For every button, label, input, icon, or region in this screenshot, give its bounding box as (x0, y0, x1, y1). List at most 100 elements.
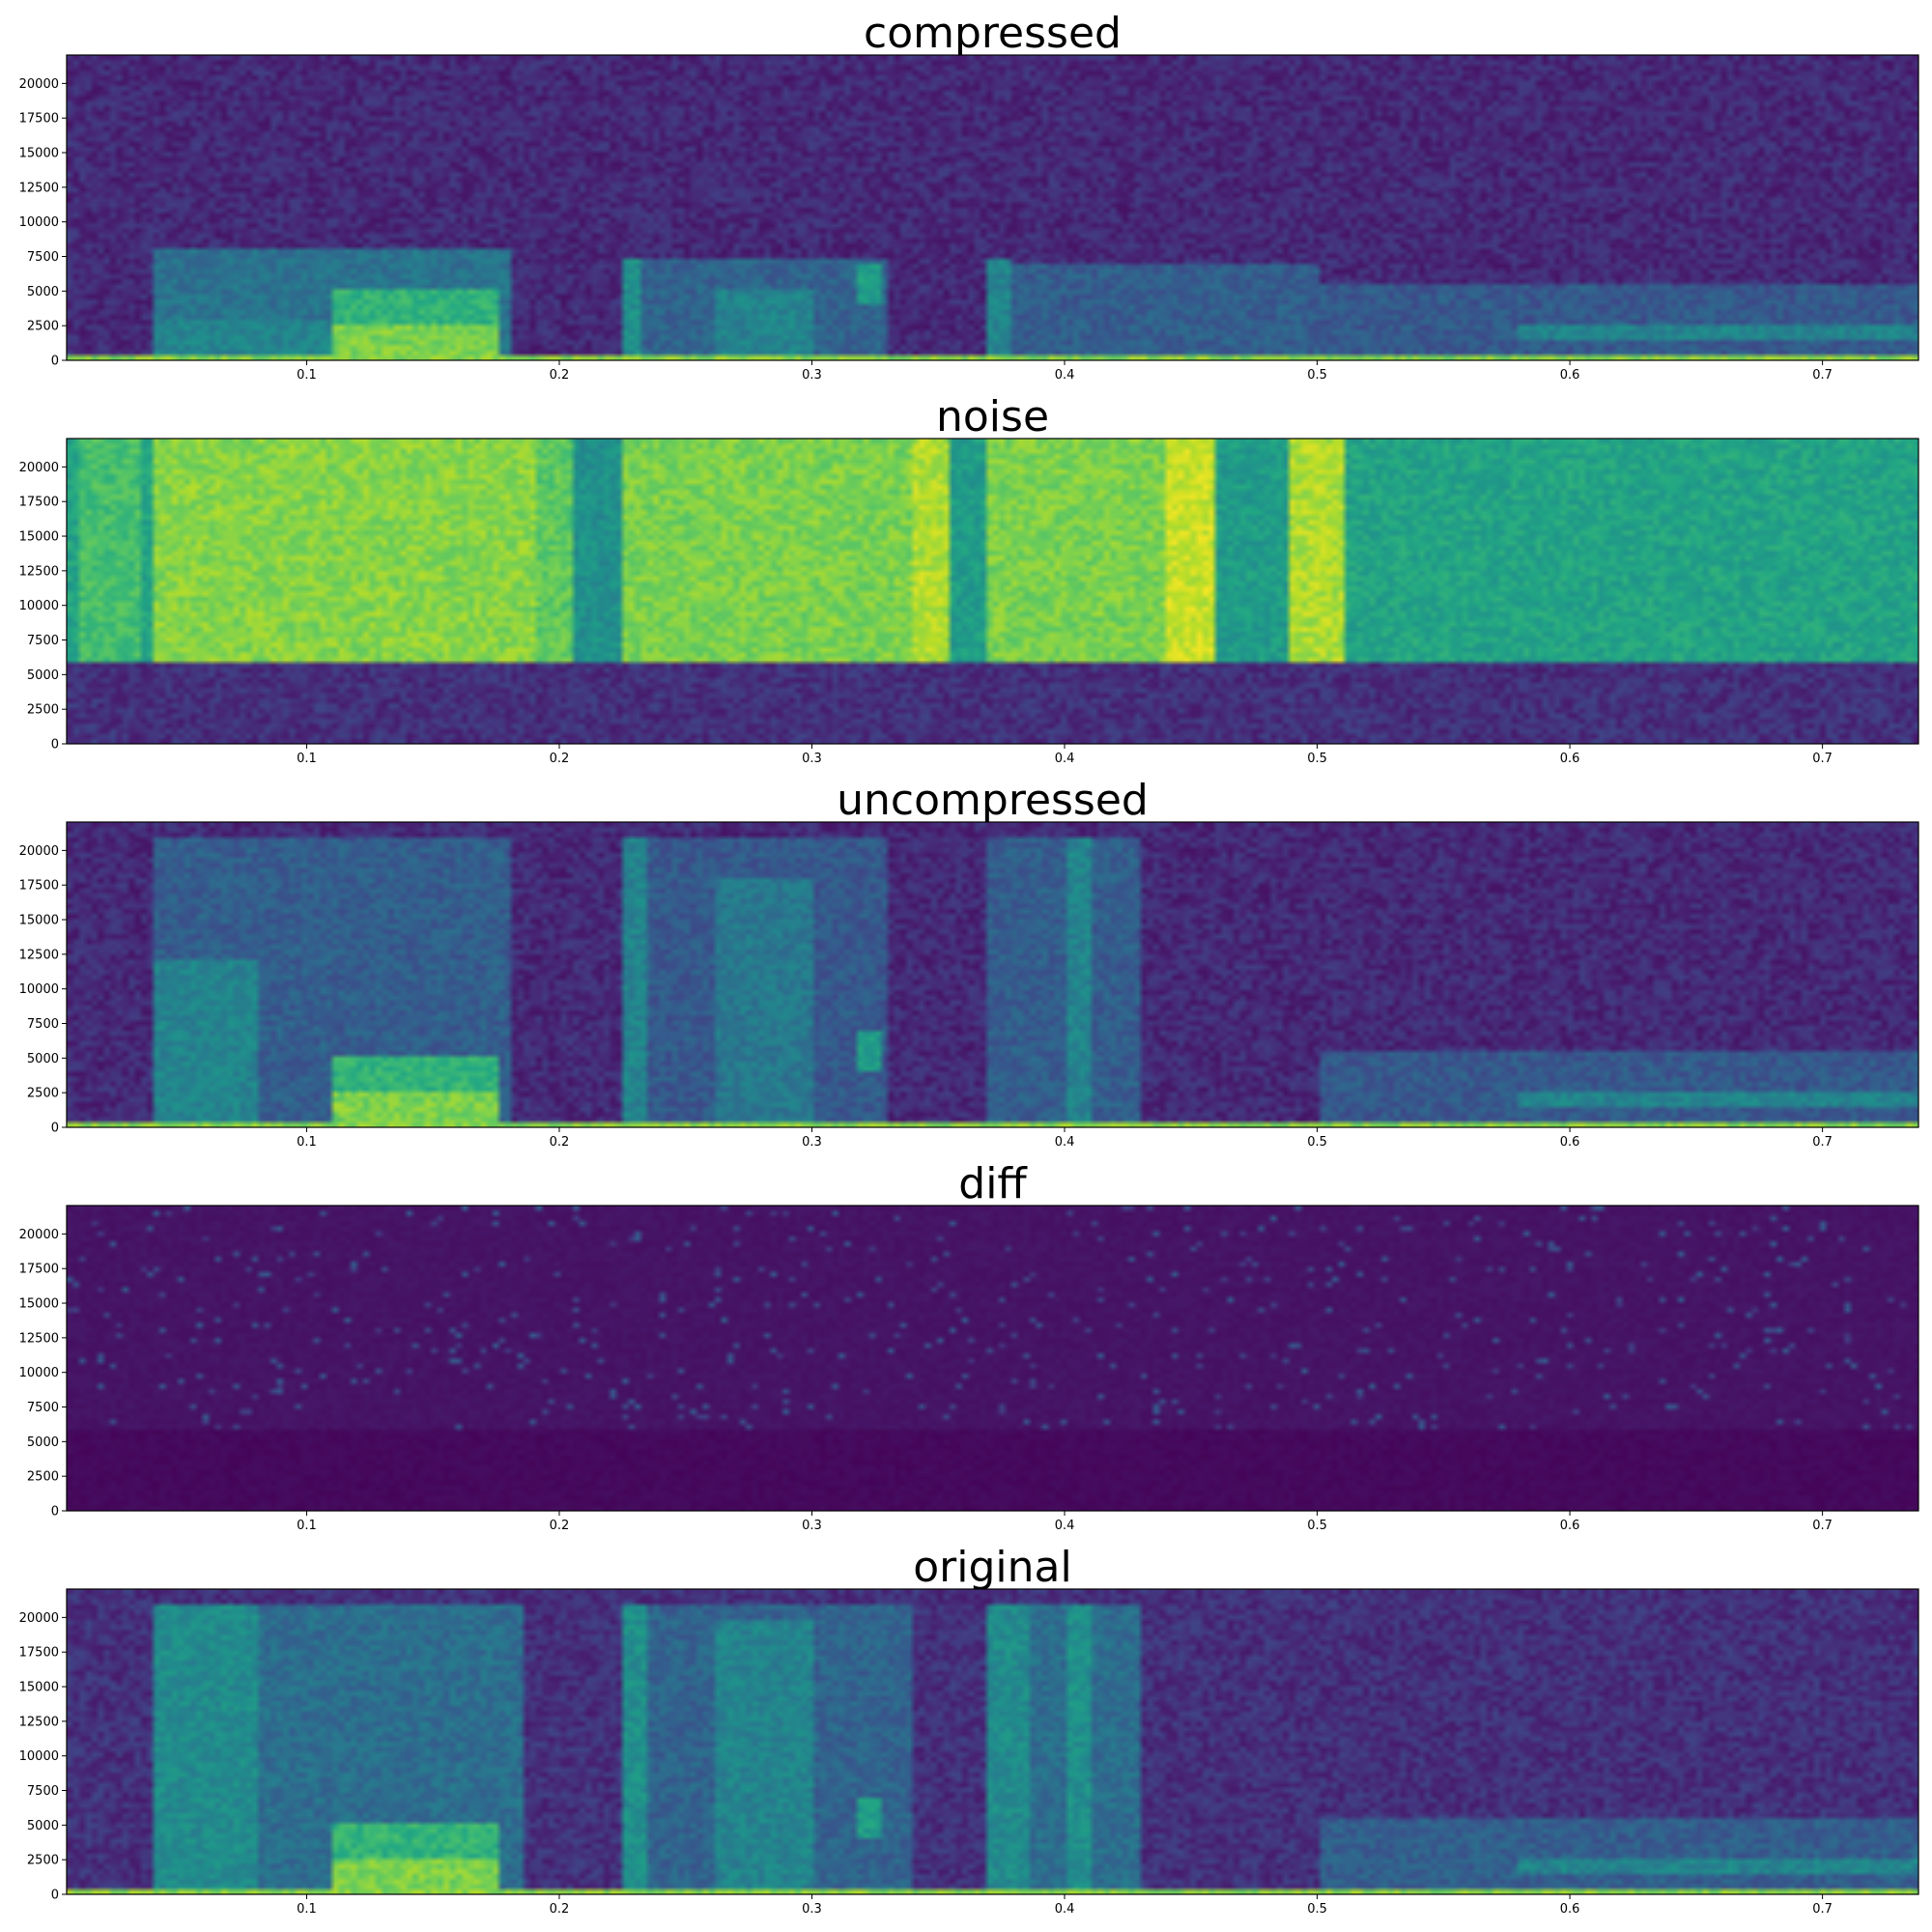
y-tick-label: 17500 (19, 1646, 59, 1661)
y-tick-label: 10000 (19, 1366, 59, 1380)
y-tick-label: 12500 (19, 181, 59, 195)
y-tick-label: 0 (51, 1889, 59, 1903)
x-tick-label: 0.6 (1560, 1519, 1580, 1533)
panel-title: uncompressed (837, 776, 1149, 825)
y-tick-label: 20000 (19, 844, 59, 859)
y-tick-label: 17500 (19, 1263, 59, 1277)
y-tick-label: 12500 (19, 1715, 59, 1729)
axes-frame (66, 1205, 1919, 1512)
x-tick-label: 0.3 (802, 1135, 822, 1150)
panel-title: compressed (864, 9, 1122, 58)
panel-noise: noise 0.1 0.2 0.3 0.4 0.5 0.6 0.7 0 2500 5000 7500 1… (19, 392, 1919, 766)
spectrogram-heatmap (67, 822, 1918, 1127)
y-tick-label: 7500 (27, 1784, 59, 1799)
panel-title: noise (936, 392, 1049, 441)
y-tick-label: 12500 (19, 1331, 59, 1346)
y-tick-label: 2500 (27, 1470, 59, 1485)
y-tick-label: 20000 (19, 1611, 59, 1626)
y-tick-label: 20000 (19, 461, 59, 475)
x-tick-label: 0.4 (1055, 1519, 1075, 1533)
y-tick-label: 2500 (27, 320, 59, 334)
x-tick-label: 0.4 (1055, 1902, 1075, 1917)
x-tick-label: 0.1 (297, 1519, 317, 1533)
panel-title: original (913, 1543, 1071, 1592)
y-tick-label: 5000 (27, 1819, 59, 1833)
y-tick-label: 7500 (27, 1401, 59, 1415)
y-tick-label: 10000 (19, 215, 59, 230)
y-tick-label: 15000 (19, 1297, 59, 1312)
y-tick-label: 10000 (19, 1749, 59, 1764)
x-tick-label: 0.4 (1055, 1135, 1075, 1150)
y-tick-label: 12500 (19, 948, 59, 962)
x-tick-label: 0.7 (1812, 1519, 1833, 1533)
y-tick-label: 5000 (27, 1435, 59, 1450)
x-tick-label: 0.1 (297, 752, 317, 766)
x-tick-label: 0.7 (1812, 1902, 1833, 1917)
x-tick-label: 0.3 (802, 752, 822, 766)
x-tick-label: 0.2 (550, 1519, 570, 1533)
x-tick-label: 0.5 (1307, 368, 1327, 383)
spectrogram-heatmap (67, 1589, 1918, 1894)
axes-frame (66, 54, 1919, 361)
y-tick-label: 5000 (27, 1052, 59, 1066)
y-tick-label: 15000 (19, 914, 59, 928)
y-tick-label: 10000 (19, 599, 59, 613)
axes-frame (66, 438, 1919, 745)
x-tick-label: 0.3 (802, 1519, 822, 1533)
x-tick-label: 0.3 (802, 368, 822, 383)
x-tick-label: 0.7 (1812, 368, 1833, 383)
axes-frame (66, 821, 1919, 1128)
y-tick-label: 7500 (27, 1017, 59, 1032)
x-tick-label: 0.7 (1812, 1135, 1833, 1150)
y-tick-label: 0 (51, 355, 59, 369)
y-tick-label: 17500 (19, 879, 59, 894)
y-tick-label: 7500 (27, 250, 59, 265)
y-tick-label: 15000 (19, 147, 59, 161)
x-tick-label: 0.6 (1560, 1135, 1580, 1150)
panel-diff: diff 0.1 0.2 0.3 0.4 0.5 0.6 0.7 0 2500 5000 7500 10… (19, 1159, 1919, 1533)
y-tick-label: 17500 (19, 112, 59, 127)
x-tick-label: 0.2 (550, 752, 570, 766)
x-tick-label: 0.5 (1307, 1519, 1327, 1533)
y-tick-label: 15000 (19, 530, 59, 545)
y-tick-label: 12500 (19, 564, 59, 579)
y-tick-label: 5000 (27, 668, 59, 683)
y-tick-label: 0 (51, 738, 59, 753)
x-tick-label: 0.3 (802, 1902, 822, 1917)
x-tick-label: 0.6 (1560, 368, 1580, 383)
y-tick-label: 10000 (19, 982, 59, 997)
spectrogram-heatmap (67, 1206, 1918, 1511)
y-tick-label: 2500 (27, 1854, 59, 1868)
y-tick-label: 0 (51, 1505, 59, 1520)
x-tick-label: 0.2 (550, 1135, 570, 1150)
x-tick-label: 0.7 (1812, 752, 1833, 766)
spectrogram-heatmap (67, 55, 1918, 360)
x-tick-label: 0.5 (1307, 1135, 1327, 1150)
x-tick-label: 0.5 (1307, 1902, 1327, 1917)
panel-uncompressed: uncompressed 0.1 0.2 0.3 0.4 0.5 0.6 0.7 0 2500 50… (19, 776, 1919, 1150)
y-tick-label: 2500 (27, 703, 59, 718)
panel-compressed: compressed 0.1 0.2 0.3 0.4 0.5 0.6 0.7 0 2500 5000… (19, 9, 1919, 383)
y-tick-label: 0 (51, 1122, 59, 1136)
y-tick-label: 20000 (19, 1228, 59, 1242)
x-tick-label: 0.6 (1560, 1902, 1580, 1917)
panel-title: diff (958, 1159, 1028, 1208)
x-tick-label: 0.4 (1055, 368, 1075, 383)
x-tick-label: 0.5 (1307, 752, 1327, 766)
x-tick-label: 0.2 (550, 368, 570, 383)
y-tick-label: 7500 (27, 634, 59, 648)
panel-original: original 0.1 0.2 0.3 0.4 0.5 0.6 0.7 0 2500 5000 75… (19, 1543, 1919, 1917)
y-tick-label: 15000 (19, 1681, 59, 1695)
x-tick-label: 0.1 (297, 1902, 317, 1917)
y-tick-label: 20000 (19, 77, 59, 92)
x-tick-label: 0.1 (297, 1135, 317, 1150)
y-tick-label: 17500 (19, 496, 59, 510)
x-tick-label: 0.1 (297, 368, 317, 383)
x-tick-label: 0.4 (1055, 752, 1075, 766)
y-tick-label: 5000 (27, 285, 59, 299)
x-tick-label: 0.2 (550, 1902, 570, 1917)
x-tick-label: 0.6 (1560, 752, 1580, 766)
axes-frame (66, 1588, 1919, 1895)
spectrogram-heatmap (67, 439, 1918, 744)
